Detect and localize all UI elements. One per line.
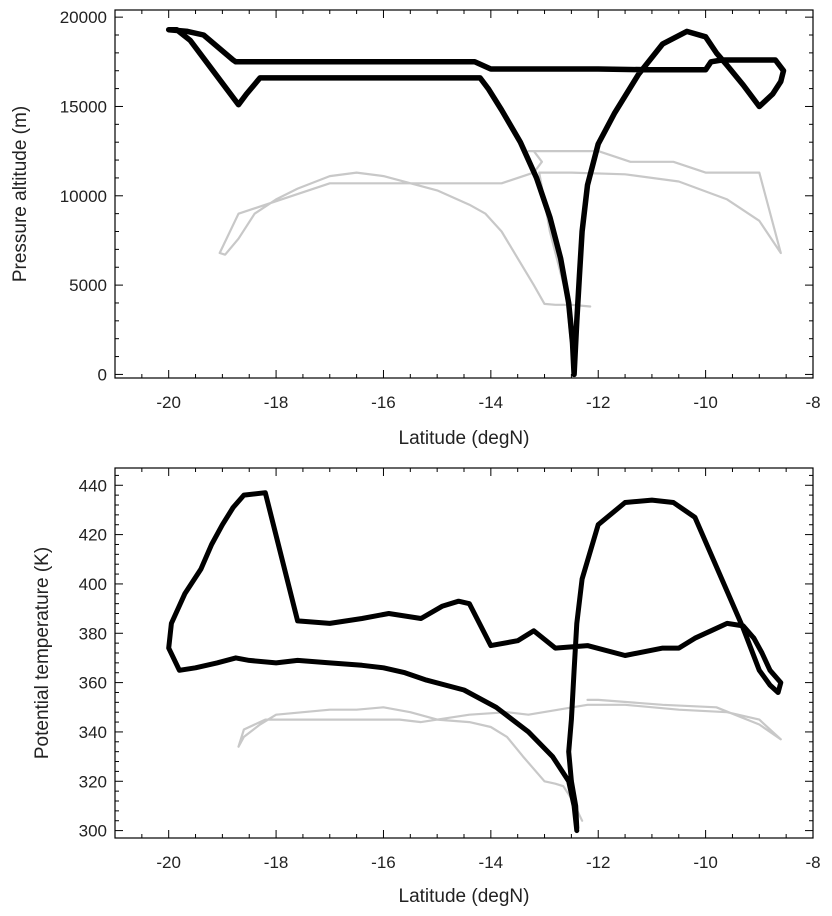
x-tick-label: -16 (371, 853, 396, 872)
x-tick-label: -20 (156, 853, 181, 872)
y-tick-label: 320 (79, 772, 107, 791)
y-tick-label: 15000 (60, 97, 107, 116)
altitude-panel: -20 -18 -16 -14 -12 -10 -8 0 5000 10000 15000 20000… (10, 8, 821, 449)
x-tick-label: -18 (264, 393, 289, 412)
x-tick-label: -8 (805, 393, 820, 412)
x-tick-label: -12 (586, 853, 611, 872)
x-tick-label: -10 (693, 853, 718, 872)
y-tick-label: 440 (79, 476, 107, 495)
y-tick-label: 360 (79, 674, 107, 693)
y-tick-label: 10000 (60, 187, 107, 206)
x-axis-label: Latitude (degN) (399, 428, 530, 449)
y-tick-label: 300 (79, 822, 107, 841)
dark-series-line (165, 26, 787, 378)
y-tick-label: 420 (79, 526, 107, 545)
light-series-line (218, 150, 782, 369)
x-tick-label: -18 (264, 853, 289, 872)
x-tick-label: -8 (805, 853, 820, 872)
x-axis-label: Latitude (degN) (399, 886, 530, 907)
x-tick-label: -20 (156, 393, 181, 412)
y-axis-label: Pressure altitude (m) (10, 106, 31, 282)
x-tick-label: -16 (371, 393, 396, 412)
y-axis-label: Potential temperature (K) (32, 547, 53, 759)
potential-temperature-panel: -20 -18 -16 -14 -12 -10 -8 300 320 340 360 380 400 42… (32, 467, 821, 907)
dark-series-line (166, 490, 784, 834)
y-tick-label: 0 (98, 365, 107, 384)
light-series-line (237, 698, 782, 822)
x-tick-label: -14 (479, 853, 504, 872)
x-tick-label: -14 (479, 393, 504, 412)
y-tick-label: 20000 (60, 8, 107, 27)
x-tick-label: -12 (586, 393, 611, 412)
x-tick-label: -10 (693, 393, 718, 412)
y-tick-label: 5000 (69, 276, 107, 295)
plot-frame (114, 467, 814, 839)
y-tick-label: 380 (79, 624, 107, 643)
y-tick-label: 400 (79, 575, 107, 594)
y-tick-label: 340 (79, 723, 107, 742)
